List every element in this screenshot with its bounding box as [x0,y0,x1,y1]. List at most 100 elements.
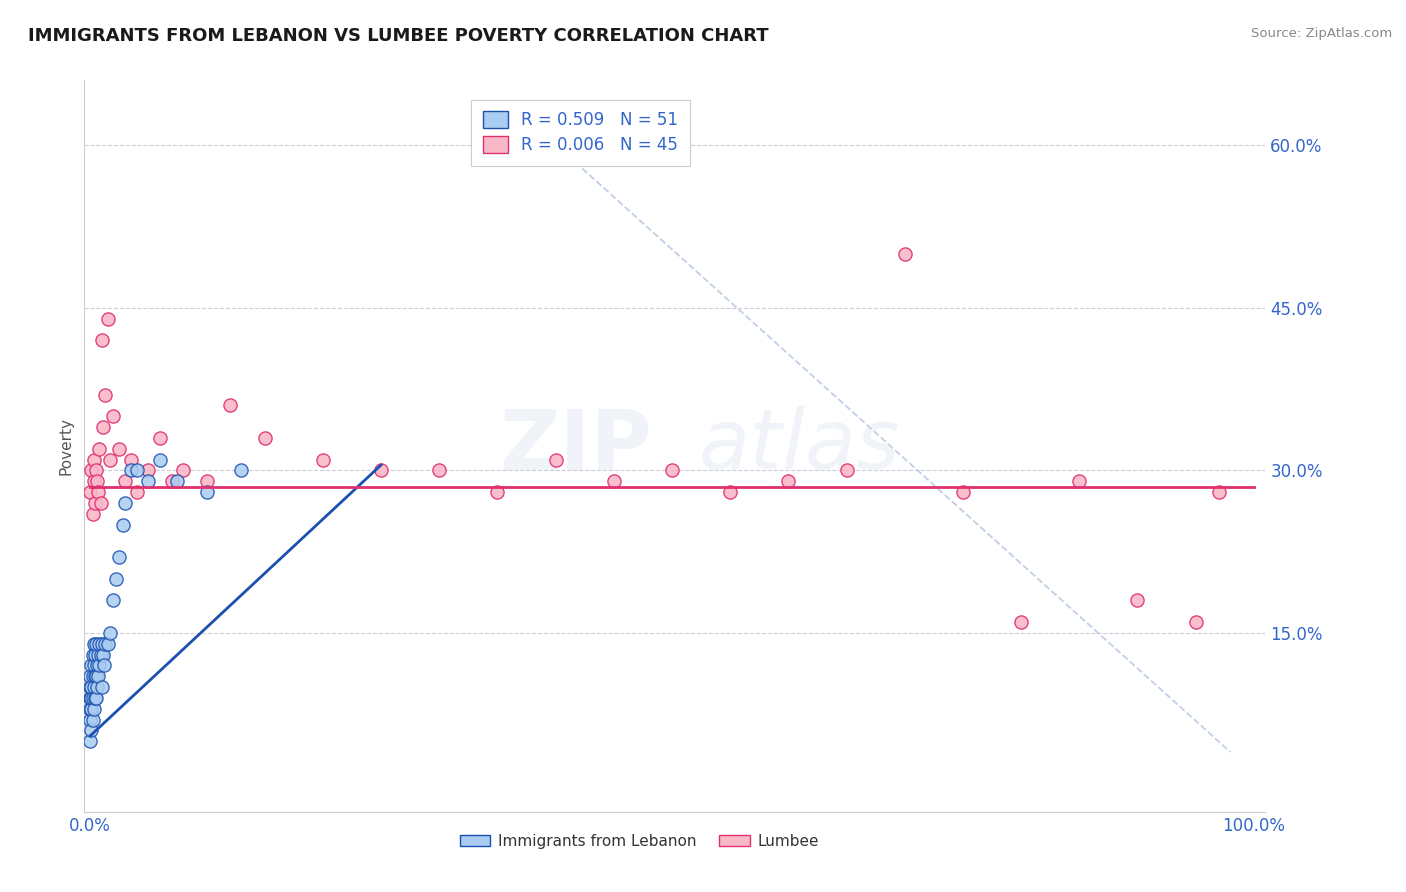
Point [90,334,112,348]
Point [87,485,110,500]
Point [91,420,114,434]
Point [90,680,112,694]
Point [160,474,183,488]
Point [108,550,131,565]
Point [80,690,103,705]
Legend: Immigrants from Lebanon, Lumbee: Immigrants from Lebanon, Lumbee [454,828,825,855]
Point [79,734,101,748]
Point [82,690,104,705]
Point [79,669,101,683]
Point [80,723,103,738]
Point [84,669,107,683]
Point [138,474,160,488]
Point [835,463,858,477]
Point [89,442,111,456]
Point [103,409,125,424]
Point [103,593,125,607]
Point [97,637,120,651]
Point [83,637,105,651]
Point [79,690,101,705]
Y-axis label: Poverty: Poverty [58,417,73,475]
Text: ZIP: ZIP [499,406,651,486]
Point [91,648,114,662]
Point [83,474,105,488]
Point [86,474,108,488]
Point [83,690,105,705]
Point [97,311,120,326]
Point [83,452,105,467]
Point [83,680,105,694]
Point [149,431,172,445]
Point [195,485,218,500]
Point [94,387,117,401]
Point [603,474,626,488]
Point [83,658,105,673]
Point [893,246,915,260]
Point [231,463,253,477]
Point [93,658,115,673]
Point [1126,593,1149,607]
Point [114,474,136,488]
Point [80,702,103,716]
Point [79,713,101,727]
Point [80,463,103,477]
Point [104,572,127,586]
Point [83,648,105,662]
Point [370,463,392,477]
Point [79,702,101,716]
Point [83,496,105,510]
Point [1184,615,1206,629]
Point [120,463,142,477]
Point [80,658,103,673]
Point [84,463,107,477]
Point [120,452,142,467]
Text: IMMIGRANTS FROM LEBANON VS LUMBEE POVERTY CORRELATION CHART: IMMIGRANTS FROM LEBANON VS LUMBEE POVERT… [28,27,769,45]
Point [83,669,105,683]
Point [138,463,160,477]
Point [1069,474,1091,488]
Point [94,637,117,651]
Point [253,431,276,445]
Point [149,452,172,467]
Point [98,626,121,640]
Point [486,485,509,500]
Point [86,658,108,673]
Point [89,637,111,651]
Point [82,507,104,521]
Point [778,474,800,488]
Point [1208,485,1230,500]
Point [952,485,974,500]
Point [84,690,107,705]
Point [1010,615,1032,629]
Point [80,680,103,694]
Point [111,517,134,532]
Point [90,648,112,662]
Point [79,485,101,500]
Point [98,452,121,467]
Point [218,398,240,412]
Point [86,680,108,694]
Point [82,648,104,662]
Point [718,485,741,500]
Point [87,669,110,683]
Text: Source: ZipAtlas.com: Source: ZipAtlas.com [1251,27,1392,40]
Point [83,702,105,716]
Point [125,463,148,477]
Point [108,442,131,456]
Point [427,463,450,477]
Point [114,496,136,510]
Point [84,637,107,651]
Text: atlas: atlas [699,406,900,486]
Point [90,496,112,510]
Point [82,669,104,683]
Point [195,474,218,488]
Point [544,452,567,467]
Point [172,463,194,477]
Point [82,713,104,727]
Point [125,485,148,500]
Point [89,658,111,673]
Point [166,474,188,488]
Point [661,463,683,477]
Point [312,452,335,467]
Point [79,680,101,694]
